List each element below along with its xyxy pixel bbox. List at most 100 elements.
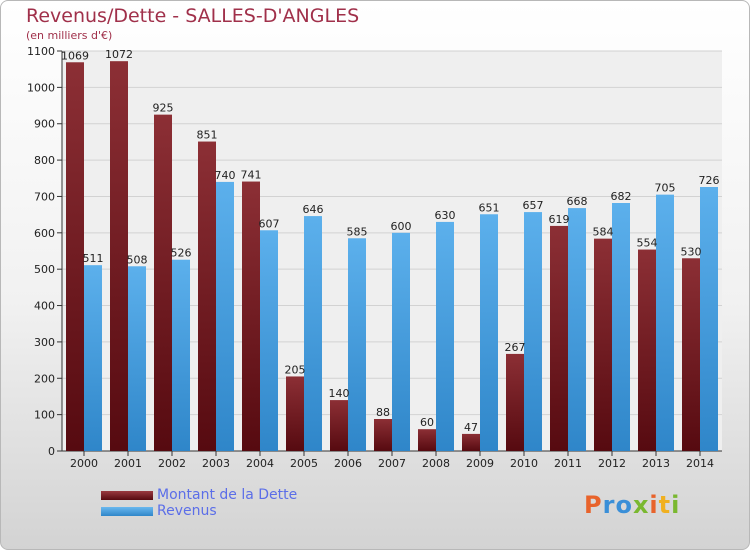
data-label-revenus: 630	[435, 209, 456, 222]
y-tick-label: 300	[34, 336, 55, 349]
y-tick-label: 1000	[27, 81, 55, 94]
logo-letter: t	[658, 491, 672, 519]
x-tick-label: 2003	[202, 457, 230, 470]
x-tick-label: 2009	[466, 457, 494, 470]
bar-dette	[506, 353, 524, 451]
data-label-revenus: 668	[567, 195, 588, 208]
bar-dette	[242, 181, 260, 451]
data-label-dette: 267	[505, 341, 526, 354]
bar-revenus	[700, 187, 718, 451]
bar-dette	[66, 62, 84, 451]
bar-revenus	[172, 259, 190, 451]
bar-dette	[374, 419, 392, 451]
data-label-revenus: 646	[303, 203, 324, 216]
x-tick-label: 2007	[378, 457, 406, 470]
chart-subtitle: (en milliers d'€)	[26, 29, 113, 42]
y-tick-label: 500	[34, 263, 55, 276]
data-label-revenus: 651	[479, 201, 500, 214]
y-tick-label: 100	[34, 409, 55, 422]
data-label-dette: 60	[420, 416, 434, 429]
data-label-dette: 925	[153, 102, 174, 115]
data-label-dette: 47	[464, 421, 478, 434]
bar-dette	[154, 114, 172, 452]
data-label-revenus: 740	[215, 169, 236, 182]
data-label-dette: 554	[637, 237, 658, 250]
bar-revenus	[480, 214, 498, 451]
data-label-dette: 619	[549, 213, 570, 226]
x-tick-label: 2014	[686, 457, 714, 470]
legend: Montant de la Dette Revenus	[101, 487, 297, 519]
data-label-dette: 530	[681, 245, 702, 258]
data-label-revenus: 682	[611, 190, 632, 203]
data-label-revenus: 705	[655, 182, 676, 195]
data-label-revenus: 508	[127, 253, 148, 266]
y-tick-label: 400	[34, 300, 55, 313]
logo-letter: x	[632, 491, 650, 519]
bar-revenus	[568, 208, 586, 451]
bar-dette	[638, 249, 656, 451]
bar-revenus	[260, 230, 278, 451]
legend-item-revenus: Revenus	[101, 503, 297, 519]
y-tick-label: 800	[34, 154, 55, 167]
bar-dette	[418, 429, 436, 451]
data-label-dette: 584	[593, 226, 614, 239]
logo-letter: P	[584, 491, 603, 519]
data-label-revenus: 511	[83, 252, 104, 265]
bar-dette	[330, 400, 348, 451]
logo-letter: i	[671, 491, 681, 519]
x-tick-label: 2010	[510, 457, 538, 470]
data-label-dette: 1072	[105, 48, 133, 61]
data-label-revenus: 607	[259, 217, 280, 230]
logo-letter: r	[602, 491, 616, 519]
x-tick-label: 2012	[598, 457, 626, 470]
x-tick-label: 2011	[554, 457, 582, 470]
data-label-dette: 140	[329, 387, 350, 400]
legend-swatch-revenus	[101, 506, 153, 516]
chart-title: Revenus/Dette - SALLES-D'ANGLES	[26, 5, 360, 27]
x-tick-label: 2004	[246, 457, 274, 470]
logo-letter: o	[615, 491, 633, 519]
data-label-revenus: 526	[171, 247, 192, 260]
x-tick-label: 2006	[334, 457, 362, 470]
y-tick-label: 1100	[27, 45, 55, 58]
bar-revenus	[216, 181, 234, 451]
data-label-revenus: 726	[699, 174, 720, 187]
legend-item-dette: Montant de la Dette	[101, 487, 297, 503]
bar-dette	[110, 61, 128, 451]
bars	[66, 61, 718, 452]
bar-revenus	[612, 203, 630, 451]
bar-revenus	[392, 232, 410, 451]
bar-dette	[198, 141, 216, 451]
bar-revenus	[348, 238, 366, 451]
data-label-revenus: 585	[347, 225, 368, 238]
proxiti-logo: Proxiti	[584, 491, 680, 519]
logo-letter: i	[649, 491, 659, 519]
y-tick-label: 200	[34, 372, 55, 385]
data-labels: 1069 511 1072 508 925 526 851 740 741 607 205 646 14…	[61, 48, 720, 434]
data-label-dette: 851	[197, 129, 218, 142]
bar-revenus	[304, 216, 322, 451]
bar-dette	[682, 258, 700, 451]
bar-revenus	[128, 266, 146, 451]
y-tick-label: 900	[34, 118, 55, 131]
x-tick-label: 2002	[158, 457, 186, 470]
data-label-dette: 205	[285, 363, 306, 376]
data-label-dette: 88	[376, 406, 390, 419]
y-tick-label: 600	[34, 227, 55, 240]
x-tick-label: 2000	[70, 457, 98, 470]
bar-dette	[550, 225, 568, 451]
bar-revenus	[436, 221, 454, 451]
bar-revenus	[524, 212, 542, 451]
data-label-dette: 741	[241, 169, 262, 182]
y-tick-label: 700	[34, 190, 55, 203]
bar-revenus	[656, 194, 674, 452]
bar-dette	[462, 433, 480, 451]
x-tick-label: 2001	[114, 457, 142, 470]
y-tick-label: 0	[48, 445, 55, 458]
bar-dette	[286, 376, 304, 451]
data-label-dette: 1069	[61, 49, 89, 62]
x-tick-label: 2005	[290, 457, 318, 470]
x-tick-label: 2013	[642, 457, 670, 470]
